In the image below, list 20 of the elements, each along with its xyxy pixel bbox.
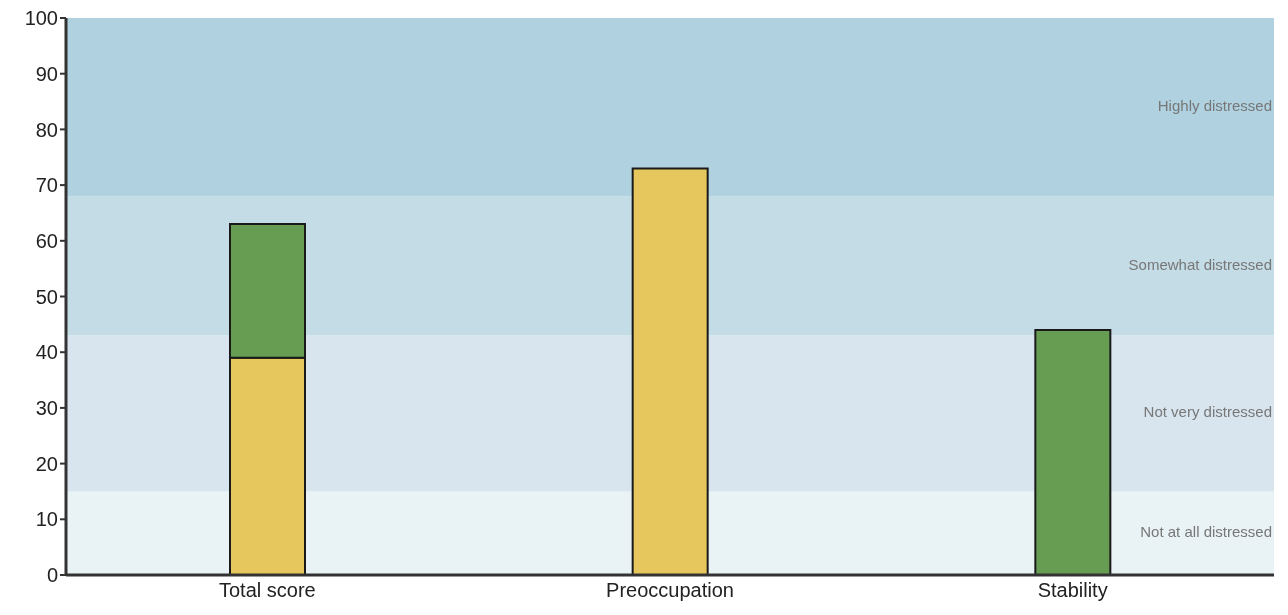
y-tick-label: 100 [24,7,58,30]
y-tick-label: 90 [35,62,58,85]
y-tick-label: 10 [35,508,58,531]
y-tick-label: 40 [35,341,58,364]
bar [631,167,709,575]
y-tick-label: 70 [35,174,58,197]
y-tick-label: 30 [35,397,58,419]
band-label: Somewhat distressed [1128,255,1272,273]
band-label: Not at all distressed [1140,523,1272,541]
y-tick-label: 0 [46,564,58,587]
band-label: Not very distressed [1143,403,1272,421]
x-tick-label: Stability [1037,579,1108,602]
band-label: Highly distressed [1157,97,1272,115]
x-tick-label: Total score [218,579,316,602]
x-tick-label: Preoccupation [606,579,734,602]
bar [1034,328,1112,575]
y-tick-label: 20 [35,452,58,475]
y-tick-label: 60 [35,229,58,252]
y-tick-label: 50 [35,285,58,308]
y-tick-label: 80 [35,118,58,141]
